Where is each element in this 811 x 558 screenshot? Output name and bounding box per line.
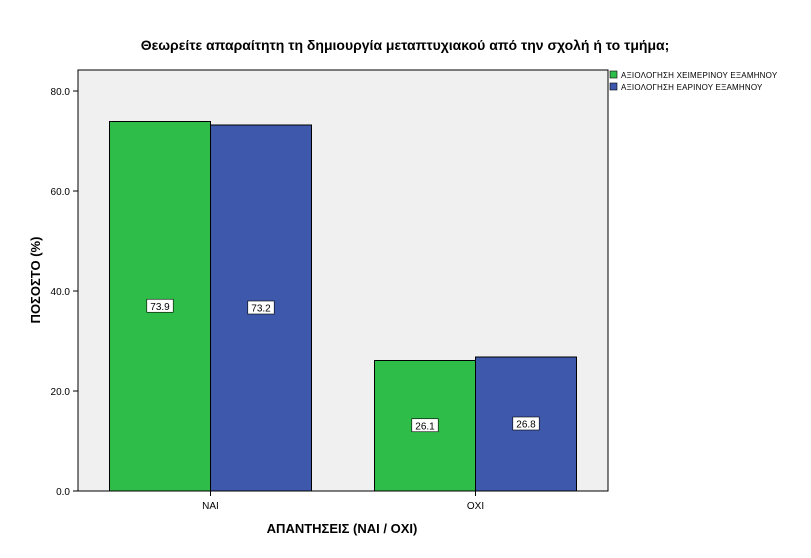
x-tick-label: ΝΑΙ [202,501,219,512]
data-label: 73.2 [251,304,271,315]
y-tick-label: 0.0 [56,487,70,498]
y-axis: 0.0 20.0 40.0 60.0 80.0 [51,87,78,498]
data-labels: 73.9 73.2 26.1 26.8 [146,298,540,433]
data-label: 73.9 [150,302,170,313]
x-axis-title: ΑΠΑΝΤΗΣΕΙΣ (ΝΑΙ / ΟΧΙ) [267,521,418,536]
legend-swatch [609,82,618,91]
data-label-box [247,300,275,315]
y-tick-label: 60.0 [51,187,71,198]
data-label-box [411,418,439,433]
y-tick-label: 80.0 [51,87,71,98]
data-label-box [146,298,174,313]
legend-swatch [609,70,618,79]
legend-label: ΑΞΙΟΛΟΓΗΣΗ ΧΕΙΜΕΡΙΝΟΥ ΕΞΑΜΗΝΟΥ [621,71,778,80]
legend: ΑΞΙΟΛΟΓΗΣΗ ΧΕΙΜΕΡΙΝΟΥ ΕΞΑΜΗΝΟΥ ΑΞΙΟΛΟΓΗΣΗ… [609,70,778,92]
x-tick-label: ΟΧΙ [467,501,484,512]
y-tick-label: 40.0 [51,287,71,298]
chart-title: Θεωρείτε απαραίτητη τη δημιουργία μεταπτ… [141,37,670,53]
data-label-box [512,416,540,431]
y-axis-title: ΠΟΣΟΣΤΟ (%) [28,237,43,324]
x-axis: ΝΑΙ ΟΧΙ [202,491,484,512]
legend-label: ΑΞΙΟΛΟΓΗΣΗ ΕΑΡΙΝΟΥ ΕΞΑΜΗΝΟΥ [621,83,763,92]
data-label: 26.1 [415,421,435,432]
data-label: 26.8 [516,420,536,431]
y-tick-label: 20.0 [51,387,71,398]
